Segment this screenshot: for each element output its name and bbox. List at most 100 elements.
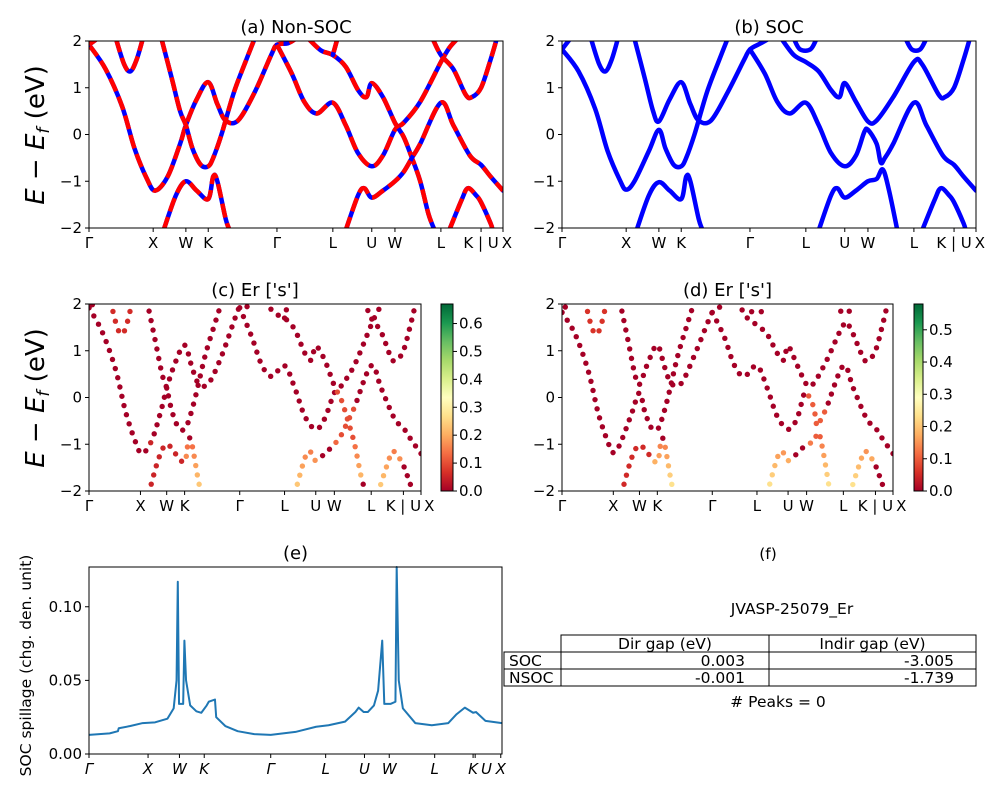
colorbar-tick-label: 0.2 [929,418,953,436]
projection-point [879,435,885,441]
projection-point [569,325,575,331]
projection-point [665,463,672,469]
x-tick-label: K | U [463,234,498,252]
projection-point [690,354,697,361]
projection-point [290,380,296,386]
y-tick-label: 0 [545,389,555,407]
projection-point [190,369,197,375]
x-tick-label: W [327,497,342,515]
projection-point [713,318,720,324]
axes-frame [88,303,422,492]
projection-point [750,364,757,370]
x-tick-label: Γ [267,760,277,778]
projection-point [324,362,330,368]
projection-point [354,453,360,459]
projection-point [99,330,106,336]
projection-point [418,450,421,457]
projection-point [562,304,569,310]
colorbar-tick-label: 0.3 [929,385,953,403]
projection-point [112,365,118,372]
projection-point [344,375,350,381]
projection-point [616,443,622,449]
projection-point [183,453,189,460]
projection-point [825,400,831,406]
projection-point [778,420,785,427]
projection-point [655,425,662,431]
table-caption: JVASP-25079_Er [730,600,854,619]
projection-point [688,307,695,314]
projection-point [109,356,116,363]
projection-point [219,351,226,357]
projection-point [660,435,666,441]
projection-point [854,394,860,401]
band-line-0 [562,41,730,192]
projection-point [191,453,197,459]
projection-point [194,472,201,478]
panel-title: (b) SOC [734,17,803,38]
projection-point [623,327,629,333]
band-line-4 [634,172,705,228]
projection-point [121,328,128,334]
x-tick-label: X [495,760,507,778]
projection-point [636,390,642,397]
projection-point [299,407,305,413]
projection-point [377,481,384,488]
projection-point [185,419,191,426]
projection-point [212,368,218,375]
projection-point [670,382,676,388]
projection-point [836,330,842,337]
projection-point [592,396,598,403]
band-line-nsoc-10 [447,185,495,228]
bands [562,41,976,228]
projection-point [629,454,635,460]
y-tick-label: −2 [533,219,555,237]
projection-point [333,439,339,446]
projection-point [110,308,116,315]
projection-point [223,342,229,348]
projection-point [346,415,353,421]
projection-point [173,420,180,427]
projection-point [580,351,586,357]
projection-point [391,448,397,455]
projection-point [728,353,734,360]
projection-point [303,416,309,422]
projection-point [855,464,862,470]
projection-point [152,336,158,343]
projection-point [302,454,308,460]
projection-point [846,308,852,314]
y-tick-label: −1 [533,435,555,453]
projection-point [819,443,825,449]
projection-point [686,316,692,323]
projection-point [807,440,814,446]
band-line-soc-6 [307,41,437,228]
projection-point [397,456,403,462]
projection-point [810,401,816,408]
projection-point [687,363,693,370]
projection-point [831,382,838,388]
projection-point [202,354,208,360]
x-tick-label: Γ [558,497,567,515]
projection-point [312,457,318,464]
projection-point [360,481,366,487]
projection-point [199,363,206,370]
projection-point [328,398,334,405]
projection-point [858,403,864,410]
band-line-nsoc-8 [344,100,503,228]
projection-point [297,472,303,478]
projection-point [846,323,852,329]
projection-point [641,407,647,413]
projection-point [596,415,603,421]
projection-point [850,481,856,488]
colorbar-tick-label: 0.1 [459,454,483,472]
projection-point [147,439,154,446]
projection-point [815,373,822,379]
projection-point [379,387,385,393]
y-tick-label: 0 [72,126,82,144]
x-tick-label: U [366,234,377,252]
y-tick-label: −2 [533,482,555,500]
x-tick-label: W [172,760,188,778]
projection-point [881,317,887,323]
projection-point [193,462,199,469]
